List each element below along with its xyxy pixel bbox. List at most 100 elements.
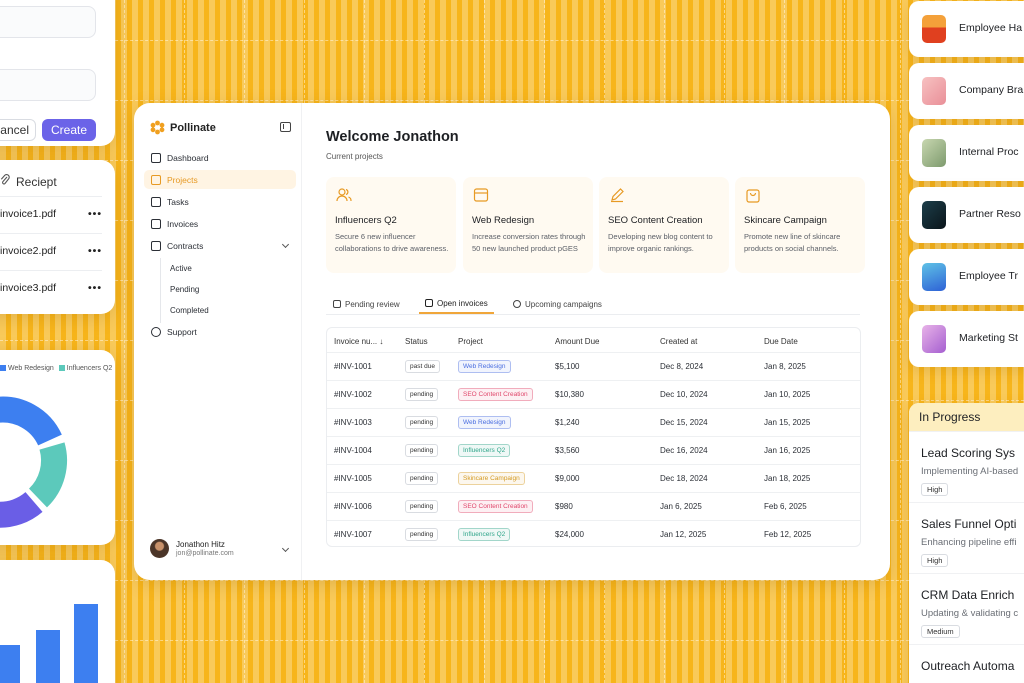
project-card[interactable]: Influencers Q2 Secure 6 new influencer c…	[326, 177, 456, 273]
amount-due: $24,000	[555, 530, 584, 539]
table-row[interactable]: #INV-1005 pending Skincare Campaign $9,000 D…	[327, 464, 860, 492]
task-card[interactable]: Outreach Automa	[909, 644, 1024, 683]
amount-due: $980	[555, 502, 573, 511]
project-tag: Influencers Q2	[458, 521, 511, 546]
project-description: Promote new line of skincare products on…	[744, 232, 841, 253]
task-card[interactable]: CRM Data Enrich Updating & validating c …	[909, 573, 1024, 643]
table-row[interactable]: #INV-1001 past due Web Redesign $5,100 Dec 8…	[327, 352, 860, 381]
created-at: Dec 15, 2024	[660, 418, 708, 427]
more-icon[interactable]: •••	[87, 282, 102, 294]
pen-icon	[611, 188, 624, 203]
receipt-file-row[interactable]: invoice3.pdf •••	[0, 270, 102, 307]
more-icon[interactable]: •••	[87, 245, 102, 257]
more-icon[interactable]: •••	[87, 208, 102, 220]
doc-card[interactable]: Partner Reso	[909, 187, 1024, 243]
task-description: Updating & validating c	[921, 608, 1019, 619]
table-row[interactable]: #INV-1007 pending Influencers Q2 $24,000 Jan…	[327, 520, 860, 546]
chart-legend: Web Redesign Influencers Q2	[0, 365, 112, 372]
table-row[interactable]: #INV-1002 pending SEO Content Creation $10,…	[327, 380, 860, 409]
column-header-status[interactable]: Status	[405, 337, 428, 346]
task-title: CRM Data Enrich	[921, 588, 1015, 602]
project-tag: SEO Content Creation	[458, 381, 533, 409]
users-icon	[336, 188, 352, 202]
invoice-number: #INV-1007	[334, 530, 372, 539]
create-button[interactable]: Create	[42, 119, 96, 141]
column-header-due[interactable]: Due Date	[764, 337, 798, 346]
arrow-down-icon: ↓	[379, 337, 384, 346]
thumbnail	[922, 77, 946, 105]
sidebar-item-contracts[interactable]: Contracts	[144, 236, 296, 255]
table-row[interactable]: #INV-1006 pending SEO Content Creation $980…	[327, 492, 860, 520]
invoice-number: #INV-1003	[334, 418, 372, 427]
pollinate-logo-icon	[150, 120, 165, 135]
sidebar-subitem-pending[interactable]: Pending	[170, 285, 200, 294]
project-title: Influencers Q2	[335, 215, 397, 226]
task-card[interactable]: Lead Scoring Sys Implementing AI-based H…	[909, 431, 1024, 501]
project-tag: Web Redesign	[458, 353, 511, 381]
text-field-2[interactable]	[0, 69, 96, 101]
sidebar-item-tasks[interactable]: Tasks	[144, 192, 296, 211]
thumbnail	[922, 139, 946, 167]
bag-icon	[746, 189, 760, 203]
donut-chart-card: Web Redesign Influencers Q2	[0, 350, 115, 545]
doc-title: Marketing St	[959, 332, 1018, 344]
sidebar-item-projects[interactable]: Projects	[144, 170, 296, 189]
folder-icon	[151, 174, 161, 185]
doc-card[interactable]: Marketing St	[909, 311, 1024, 367]
tab-open-invoices[interactable]: Open invoices	[419, 294, 494, 314]
sidebar-item-invoices[interactable]: Invoices	[144, 214, 296, 233]
chevron-down-icon[interactable]	[281, 544, 290, 553]
sidebar-subitem-completed[interactable]: Completed	[170, 306, 209, 315]
receipt-title: Reciept	[16, 174, 57, 189]
receipt-header: Reciept	[0, 174, 57, 189]
dashboard-icon	[151, 152, 161, 163]
receipt-file-row[interactable]: invoice2.pdf •••	[0, 233, 102, 270]
user-profile[interactable]: Jonathon Hitz jon@pollinate.com	[150, 539, 234, 558]
invoice-number: #INV-1001	[334, 362, 372, 371]
project-card[interactable]: Web Redesign Increase conversion rates t…	[463, 177, 593, 273]
chart-bar	[0, 645, 20, 683]
check-square-icon	[425, 299, 433, 307]
brand-name: Pollinate	[170, 121, 216, 134]
tab-pending-review[interactable]: Pending review	[333, 294, 400, 314]
browser-icon	[473, 188, 489, 202]
project-card[interactable]: Skincare Campaign Promote new line of sk…	[735, 177, 865, 273]
support-icon	[151, 326, 161, 337]
sidebar: Pollinate Dashboard Projects Tasks Invoi…	[134, 103, 302, 580]
column-header-created[interactable]: Created at	[660, 337, 698, 346]
thumbnail	[922, 201, 946, 229]
text-field-1[interactable]	[0, 6, 96, 38]
tab-upcoming-campaigns[interactable]: Upcoming campaigns	[513, 294, 602, 314]
sidebar-subitem-active[interactable]: Active	[170, 264, 192, 273]
doc-card[interactable]: Company Bra	[909, 63, 1024, 119]
due-date: Jan 18, 2025	[764, 474, 811, 483]
project-title: SEO Content Creation	[608, 215, 703, 226]
doc-card[interactable]: Internal Proc	[909, 125, 1024, 181]
tasks-icon	[151, 196, 161, 207]
project-card[interactable]: SEO Content Creation Developing new blog…	[599, 177, 729, 273]
amount-due: $10,380	[555, 390, 584, 399]
doc-title: Employee Ha	[959, 22, 1023, 34]
amount-due: $3,560	[555, 446, 580, 455]
cancel-button[interactable]: Cancel	[0, 119, 36, 141]
priority-badge: Medium	[921, 625, 960, 638]
status-badge: pending	[405, 381, 439, 409]
column-header-amount[interactable]: Amount Due	[555, 337, 600, 346]
sidebar-item-dashboard[interactable]: Dashboard	[144, 148, 296, 167]
receipt-card: Reciept invoice1.pdf ••• invoice2.pdf ••…	[0, 160, 115, 314]
sidebar-item-support[interactable]: Support	[144, 322, 296, 341]
receipt-file-row[interactable]: invoice1.pdf •••	[0, 196, 102, 233]
brand: Pollinate	[150, 120, 216, 135]
task-card[interactable]: Sales Funnel Opti Enhancing pipeline eff…	[909, 502, 1024, 572]
megaphone-icon	[513, 300, 521, 308]
status-badge: pending	[405, 521, 439, 546]
doc-card[interactable]: Employee Tr	[909, 249, 1024, 305]
column-header-project[interactable]: Project	[458, 337, 483, 346]
column-header-invoice[interactable]: Invoice nu... ↓	[334, 337, 384, 346]
file-name: invoice2.pdf	[0, 245, 57, 257]
table-row[interactable]: #INV-1004 pending Influencers Q2 $3,560 Dec …	[327, 436, 860, 464]
table-row[interactable]: #INV-1003 pending Web Redesign $1,240 Dec 15…	[327, 408, 860, 436]
collapse-sidebar-icon[interactable]	[280, 122, 291, 132]
doc-card[interactable]: Employee Ha	[909, 1, 1024, 57]
document-icon	[151, 240, 161, 251]
